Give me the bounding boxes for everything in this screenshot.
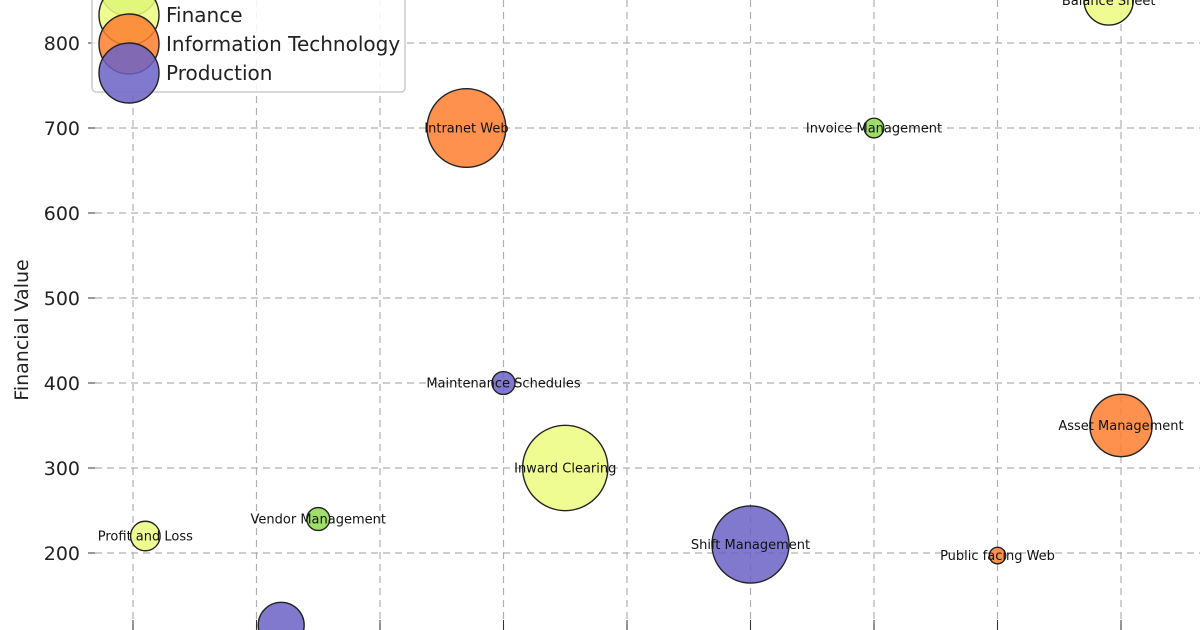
bubble-label: Profit and Loss xyxy=(98,530,193,545)
bubble-label: Asset Management xyxy=(1058,419,1183,434)
y-axis: 200 300 400 500 600 700 800 xyxy=(44,33,95,565)
bubble xyxy=(1083,0,1134,26)
bubble xyxy=(988,546,1007,565)
bubble-label: Inward Clearing xyxy=(514,462,616,477)
bubble-label: Public facing Web xyxy=(940,549,1055,564)
bubble-label: Invoice Management xyxy=(806,122,942,137)
bubble-label-layer: Profit and Loss Vendor Management Intranet… xyxy=(98,0,1184,564)
legend: Finance Information Technology Production xyxy=(91,0,406,104)
legend-label: Finance xyxy=(166,3,243,27)
y-tick-label: 500 xyxy=(44,288,80,310)
bubble xyxy=(521,424,609,512)
bubble-label: Maintenance Schedules xyxy=(426,377,581,392)
bubble xyxy=(711,505,790,584)
legend-frame xyxy=(91,0,406,93)
bubble xyxy=(129,520,161,552)
y-axis-title: Financial Value xyxy=(11,259,33,400)
bubble xyxy=(863,117,885,139)
bubble xyxy=(306,506,331,532)
bubble-label: Shift Management xyxy=(691,538,810,553)
y-tick-label: 800 xyxy=(44,33,80,55)
y-tick-label: 300 xyxy=(44,458,80,480)
bubble-label: Intranet Web xyxy=(424,122,508,137)
legend-label: Production xyxy=(166,61,272,85)
legend-marker xyxy=(98,42,160,104)
bubble-layer xyxy=(129,0,1153,630)
y-tick-label: 200 xyxy=(44,543,80,565)
bubble-label: Vendor Management xyxy=(251,513,386,528)
y-tick-label: 700 xyxy=(44,118,80,140)
bubble xyxy=(491,370,516,396)
bubble-label: Balance Sheet xyxy=(1062,0,1156,9)
bubble xyxy=(1089,393,1153,458)
y-tick-label: 400 xyxy=(44,373,80,395)
bubble xyxy=(426,87,507,169)
bubble xyxy=(257,601,305,630)
legend-label: Information Technology xyxy=(166,32,400,56)
y-tick-label: 600 xyxy=(44,203,80,225)
grid xyxy=(95,0,1200,630)
